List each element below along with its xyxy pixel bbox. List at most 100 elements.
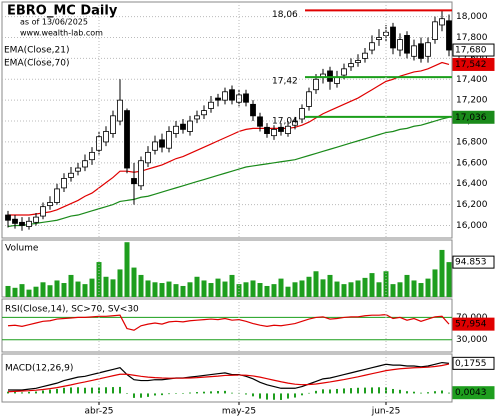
volume-bar	[313, 271, 319, 297]
volume-bar	[194, 276, 200, 297]
volume-bar	[89, 278, 95, 297]
volume-bar	[348, 282, 354, 297]
candle-body	[173, 125, 179, 134]
volume-bar	[26, 289, 32, 297]
candle-body	[61, 178, 67, 189]
candle-body	[271, 128, 277, 137]
volume-bar	[117, 269, 123, 297]
histogram-bar	[329, 389, 331, 394]
candle-body	[299, 108, 305, 120]
histogram-bar	[140, 393, 142, 398]
histogram-bar	[252, 393, 254, 397]
volume-bar	[369, 273, 375, 297]
volume-bar	[376, 282, 382, 297]
candle-body	[355, 60, 361, 63]
candle-body	[117, 99, 123, 122]
histogram-bar	[175, 393, 177, 394]
histogram-bar	[42, 390, 44, 394]
y-tick-label: 16,800	[456, 137, 488, 147]
candle-body	[159, 139, 165, 148]
volume-bar	[103, 276, 109, 297]
panel-title: RSI(Close,14), SC>70, SV<30	[5, 305, 139, 315]
histogram-bar	[56, 388, 58, 394]
histogram-bar	[308, 392, 310, 394]
histogram-bar	[21, 392, 23, 394]
y-tick-label: 16,400	[456, 179, 488, 189]
candle-body	[362, 52, 368, 59]
histogram-bar	[119, 386, 121, 394]
macd-panel	[1, 353, 453, 403]
histogram-bar	[203, 391, 205, 394]
histogram-bar	[371, 387, 373, 394]
candle-body	[306, 91, 312, 107]
volume-bar	[12, 287, 18, 297]
volume-bar	[131, 267, 137, 297]
histogram-bar	[7, 391, 9, 394]
macd-line	[8, 361, 450, 391]
x-tick-label: abr-25	[84, 407, 113, 417]
histogram-bar	[266, 393, 268, 400]
candle-body	[411, 45, 417, 57]
volume-bar	[229, 274, 235, 297]
candle-body	[145, 151, 151, 164]
volume-bar	[187, 282, 193, 297]
value-box	[452, 356, 495, 370]
candle-body	[12, 218, 18, 224]
histogram-bar	[35, 391, 37, 394]
candle-body	[250, 103, 256, 117]
volume-bar	[299, 280, 305, 297]
y-tick-label: 16,200	[456, 200, 488, 210]
candle-body	[5, 214, 11, 221]
candle-body	[26, 220, 32, 227]
volume-bar	[425, 278, 431, 297]
ema-line	[7, 116, 450, 228]
histogram-bar	[322, 389, 324, 394]
rsi-panel	[1, 298, 453, 353]
volume-bar	[411, 280, 417, 297]
volume-bar	[5, 285, 11, 297]
candle-body	[369, 42, 375, 51]
histogram-bar	[105, 387, 107, 394]
level-label: 18,06	[272, 10, 298, 20]
candle-body	[341, 68, 347, 76]
histogram-bar	[77, 387, 79, 394]
volume-bar	[418, 283, 424, 297]
histogram-bar	[154, 393, 156, 396]
candle-body	[54, 188, 60, 203]
histogram-bar	[315, 390, 317, 394]
y-tick-label: 17,400	[456, 75, 488, 85]
candle-body	[75, 167, 81, 172]
candle-body	[285, 125, 291, 134]
volume-bar	[243, 282, 249, 297]
volume-bar	[215, 278, 221, 297]
volume-bar	[404, 274, 410, 297]
candle-body	[82, 160, 88, 168]
value-label: 17,680	[455, 46, 487, 56]
value-label: 0,1755	[455, 359, 487, 369]
rsi-line	[7, 314, 450, 331]
volume-bar	[159, 283, 165, 297]
histogram-bar	[210, 391, 212, 394]
volume-bar	[362, 277, 368, 297]
histogram-bar	[49, 389, 51, 394]
volume-bar	[145, 280, 151, 297]
candle-body	[278, 126, 284, 132]
histogram-bar	[70, 387, 72, 394]
volume-bar	[61, 283, 67, 297]
volume-bar	[257, 283, 263, 297]
volume-bar	[383, 271, 389, 297]
histogram-bar	[161, 393, 163, 396]
histogram-bar	[273, 393, 275, 400]
candle-body	[131, 178, 137, 185]
chart-title: EBRO_MC Daily	[7, 4, 118, 19]
volume-bar	[124, 242, 130, 297]
y-tick-label: 18,000	[456, 12, 488, 22]
panel-title: Volume	[5, 244, 39, 254]
volume-bar	[355, 280, 361, 297]
candle-body	[166, 131, 172, 149]
candle-body	[348, 63, 354, 68]
histogram-bar	[413, 391, 415, 394]
histogram-bar	[406, 391, 408, 394]
ema-line	[8, 61, 450, 216]
histogram-bar	[126, 393, 128, 394]
